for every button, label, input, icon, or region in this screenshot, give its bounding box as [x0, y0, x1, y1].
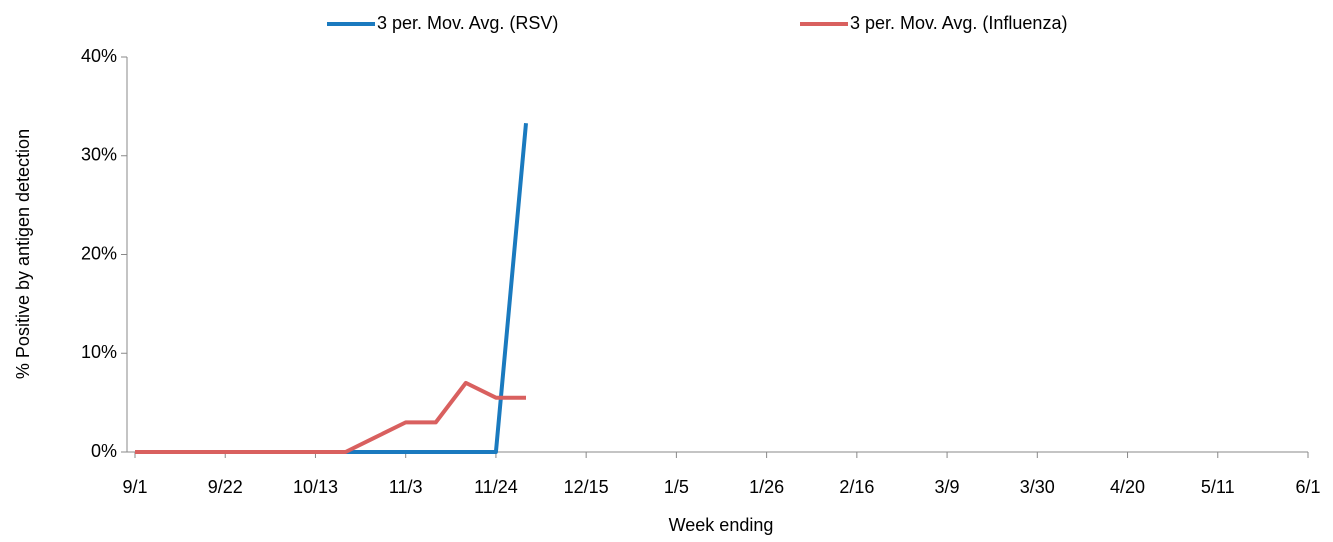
x-tick-label: 6/1	[1295, 477, 1320, 497]
y-tick-label: 40%	[81, 46, 117, 66]
x-tick-label: 11/24	[474, 477, 518, 497]
x-tick-label: 10/13	[293, 477, 338, 497]
y-tick-label: 30%	[81, 145, 117, 165]
x-tick-label: 1/26	[749, 477, 784, 497]
legend-label: 3 per. Mov. Avg. (Influenza)	[850, 13, 1067, 33]
x-tick-label: 12/15	[564, 477, 609, 497]
y-tick-label: 10%	[81, 342, 117, 362]
x-tick-label: 2/16	[839, 477, 874, 497]
x-tick-label: 9/1	[122, 477, 147, 497]
y-tick-label: 0%	[91, 441, 117, 461]
x-axis-title: Week ending	[669, 515, 774, 535]
x-tick-label: 5/11	[1201, 477, 1235, 497]
series-line	[135, 380, 526, 454]
series-line	[135, 122, 528, 454]
x-tick-label: 1/5	[664, 477, 689, 497]
x-tick-label: 4/20	[1110, 477, 1145, 497]
legend-label: 3 per. Mov. Avg. (RSV)	[377, 13, 558, 33]
y-axis-title: % Positive by antigen detection	[13, 129, 33, 379]
x-tick-label: 9/22	[208, 477, 243, 497]
y-tick-label: 20%	[81, 243, 117, 263]
x-tick-label: 3/30	[1020, 477, 1055, 497]
x-tick-label: 11/3	[389, 477, 423, 497]
x-tick-label: 3/9	[935, 477, 960, 497]
